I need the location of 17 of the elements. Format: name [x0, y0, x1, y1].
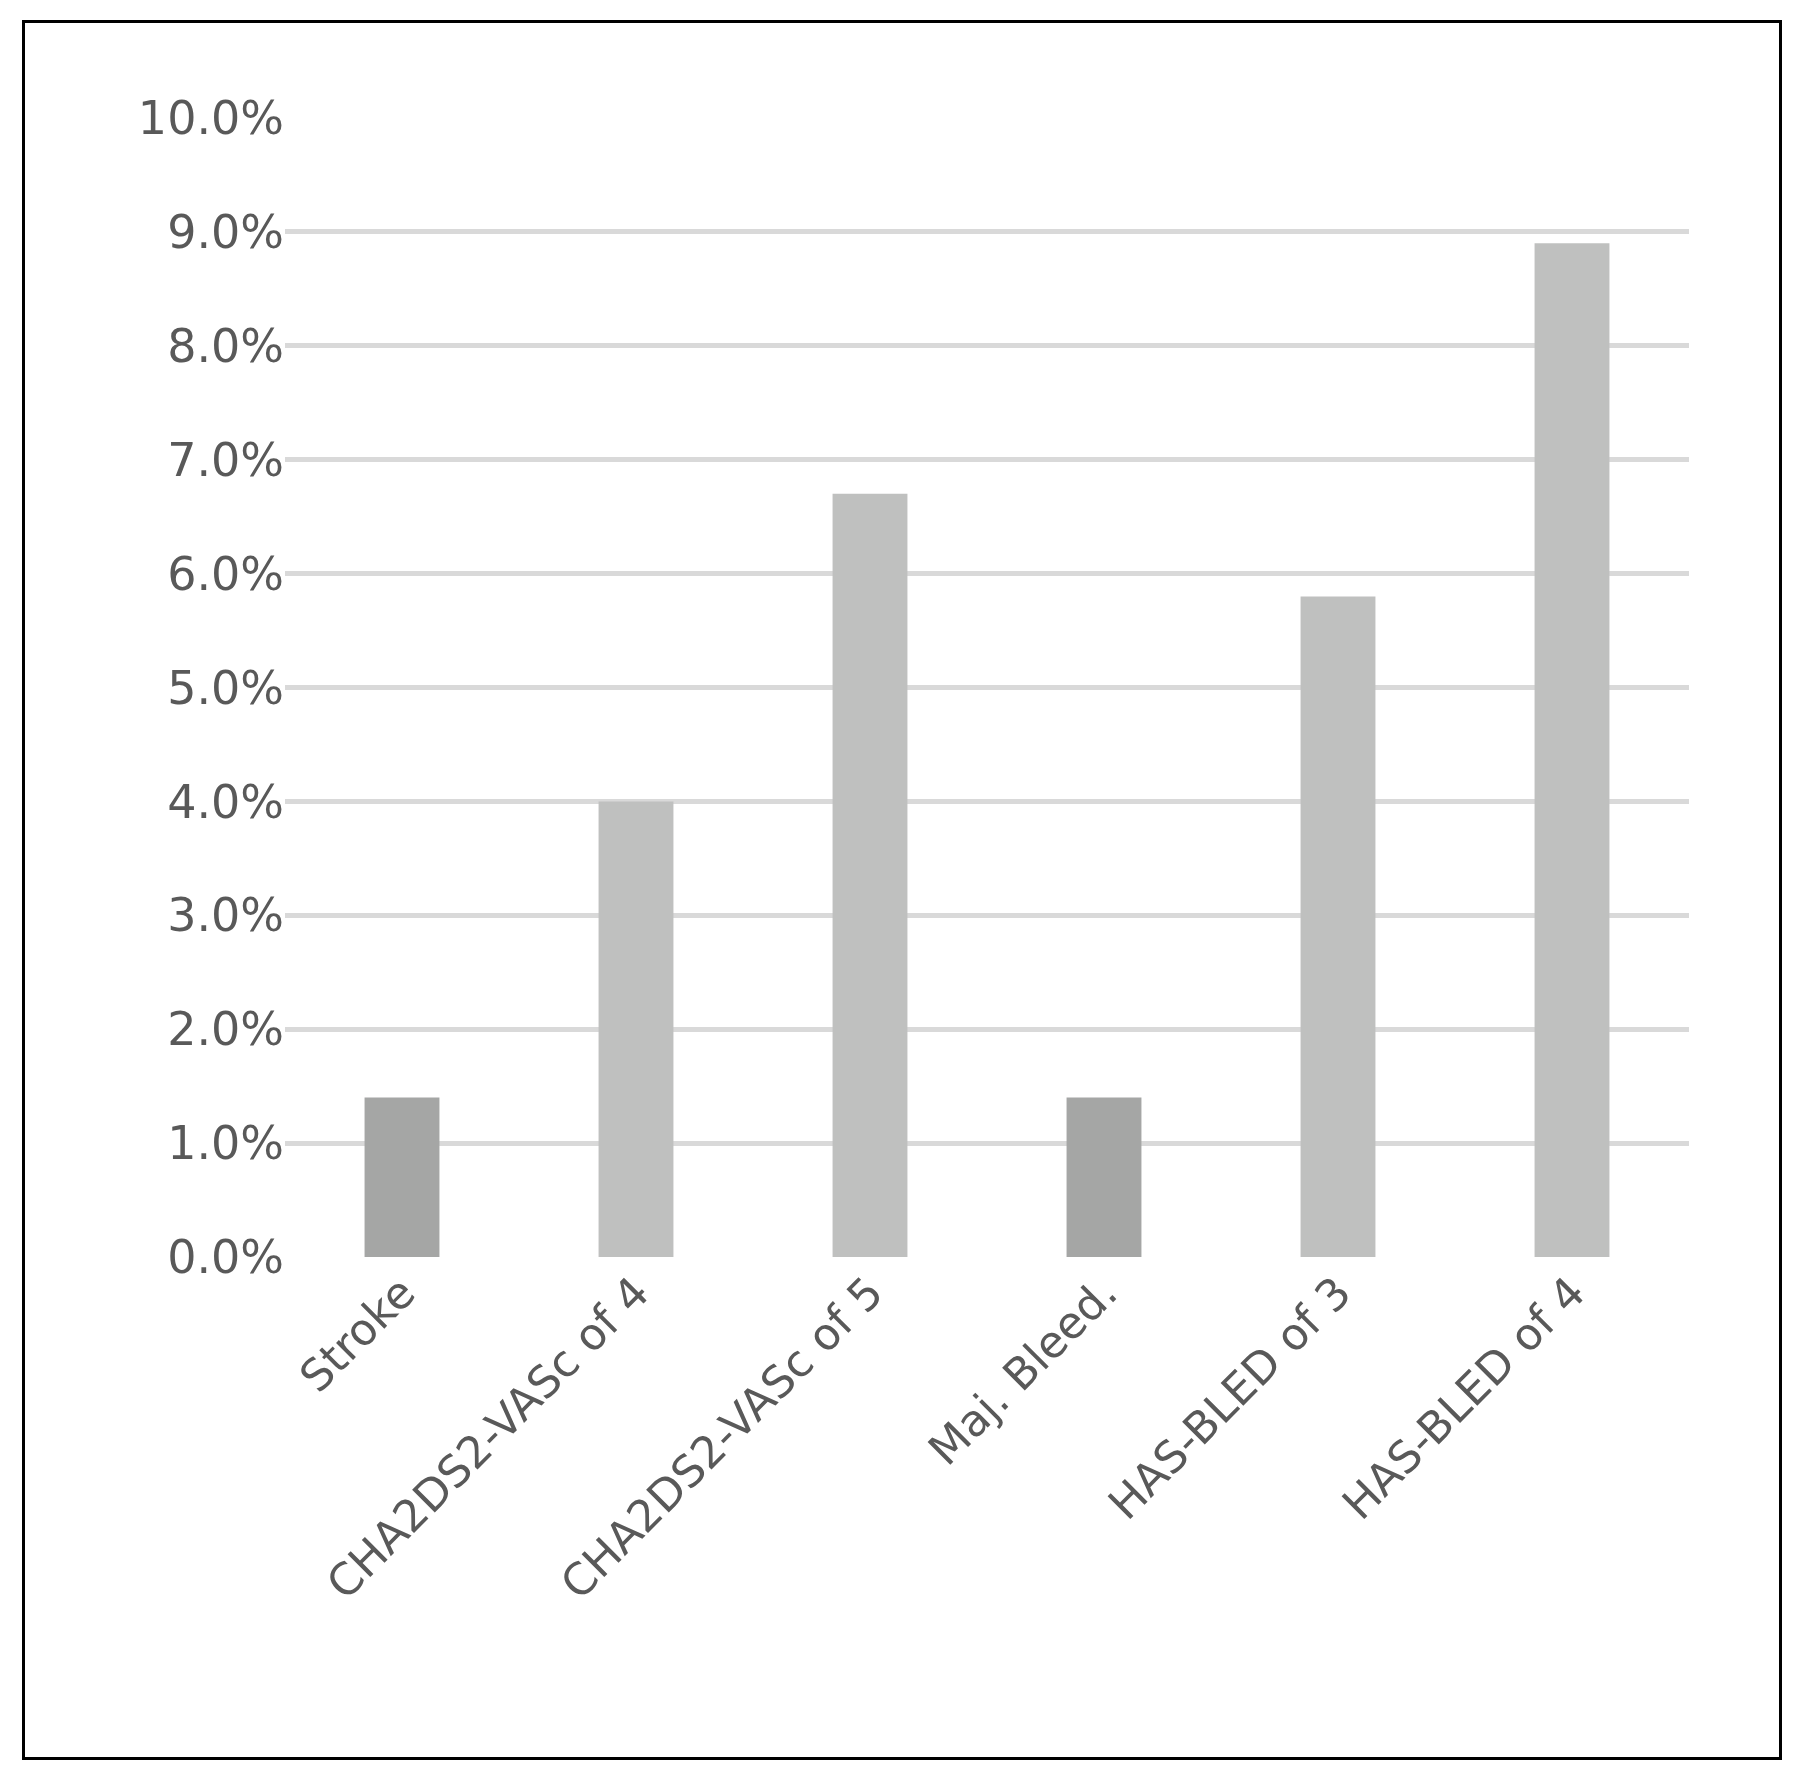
y-tick-label: 0.0%	[167, 1230, 284, 1285]
y-tick-label: 1.0%	[167, 1116, 284, 1171]
bar	[1300, 596, 1376, 1257]
y-tick-label: 2.0%	[167, 1002, 284, 1057]
y-tick-label: 3.0%	[167, 888, 284, 943]
bar	[364, 1097, 440, 1257]
bar	[598, 801, 674, 1257]
y-tick-label: 7.0%	[167, 432, 284, 487]
y-tick-label: 4.0%	[167, 774, 284, 829]
bar	[1534, 243, 1610, 1257]
y-tick-label: 5.0%	[167, 660, 284, 715]
bar	[1066, 1097, 1142, 1257]
y-tick-label: 8.0%	[167, 318, 284, 373]
y-tick-label: 6.0%	[167, 546, 284, 601]
bar	[832, 493, 908, 1257]
y-tick-label: 9.0%	[167, 205, 284, 259]
y-tick-label: 10.0%	[137, 91, 284, 146]
